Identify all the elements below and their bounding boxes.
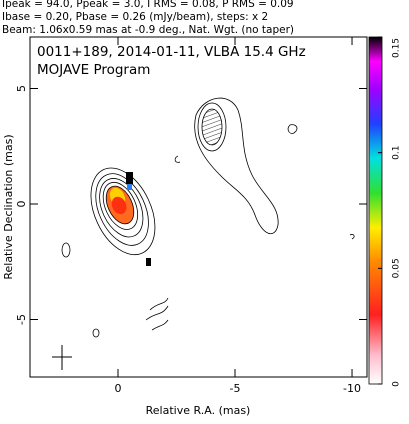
colorbar-tick-label: 0 — [392, 381, 402, 387]
plot-frame — [29, 36, 368, 378]
y-axis-label: Relative Declination (mas) — [2, 134, 15, 279]
x-tick-label: -10 — [343, 382, 361, 395]
x-axis-label: Relative R.A. (mas) — [146, 404, 251, 417]
y-tick-label: 5 — [15, 85, 28, 92]
header-line: Beam: 1.06x0.59 mas at -0.9 deg., Nat. W… — [2, 24, 294, 36]
colorbar-tick-label: 0.1 — [392, 146, 402, 160]
y-tick-label: -5 — [15, 314, 28, 325]
colorbar-tick-label: 0.05 — [392, 258, 402, 278]
contours — [61, 97, 355, 338]
colorbar-tick-label: 0.15 — [392, 38, 402, 58]
chart-title: 0011+189, 2014-01-11, VLBA 15.4 GHz — [37, 44, 306, 60]
header-line: Ipeak = 94.0, Ppeak = 3.0, I RMS = 0.08,… — [2, 0, 294, 10]
beam — [52, 345, 72, 370]
y-tick-label: 0 — [15, 200, 28, 207]
x-tick-label: 0 — [114, 382, 121, 395]
header-line: Ibase = 0.20, Pbase = 0.26 (mJy/beam), s… — [2, 11, 268, 23]
chart-subtitle: MOJAVE Program — [37, 62, 150, 78]
x-tick-label: -5 — [230, 382, 241, 395]
colorbar — [368, 36, 383, 385]
